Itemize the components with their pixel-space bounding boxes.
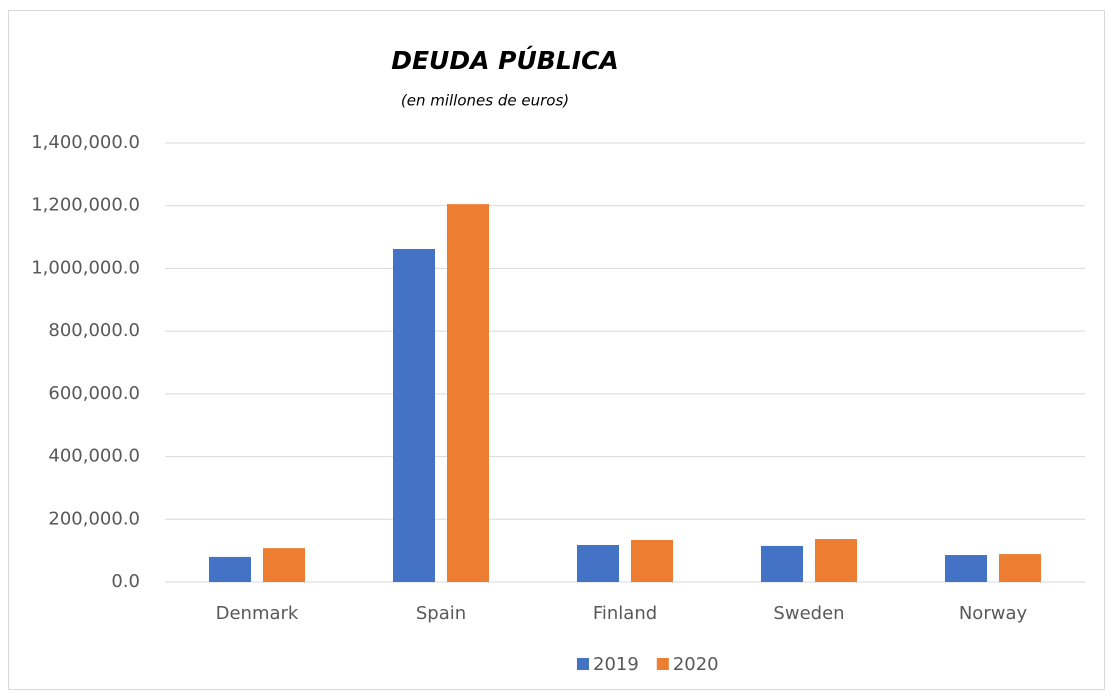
y-tick-label: 1,000,000.0 bbox=[31, 257, 140, 278]
legend-label: 2019 bbox=[593, 654, 639, 675]
bar bbox=[815, 539, 857, 582]
x-tick-label: Spain bbox=[416, 603, 466, 624]
bar bbox=[945, 555, 987, 582]
bar bbox=[447, 204, 489, 582]
x-tick-label: Finland bbox=[593, 603, 657, 624]
chart-title: DEUDA PÚBLICA bbox=[391, 45, 619, 75]
x-tick-label: Norway bbox=[959, 603, 1028, 624]
bar bbox=[577, 544, 619, 582]
y-tick-label: 800,000.0 bbox=[48, 320, 140, 341]
bar bbox=[209, 556, 251, 582]
legend-swatch bbox=[656, 658, 669, 670]
x-tick-label: Sweden bbox=[773, 603, 844, 624]
y-tick-label: 0.0 bbox=[111, 571, 140, 592]
x-tick-label: Denmark bbox=[216, 603, 299, 624]
bar bbox=[631, 539, 673, 582]
legend-swatch bbox=[577, 658, 589, 670]
bar bbox=[999, 554, 1041, 582]
y-tick-label: 1,200,000.0 bbox=[31, 195, 140, 216]
y-tick-label: 400,000.0 bbox=[48, 446, 140, 467]
chart-border bbox=[8, 10, 1105, 690]
y-tick-label: 600,000.0 bbox=[48, 383, 140, 404]
bar bbox=[263, 548, 305, 582]
y-tick-label: 1,400,000.0 bbox=[31, 132, 140, 153]
legend-label: 2020 bbox=[673, 654, 719, 675]
bar bbox=[761, 545, 803, 582]
chart-subtitle: (en millones de euros) bbox=[401, 92, 569, 110]
bar bbox=[393, 248, 435, 583]
y-tick-label: 200,000.0 bbox=[48, 508, 140, 529]
